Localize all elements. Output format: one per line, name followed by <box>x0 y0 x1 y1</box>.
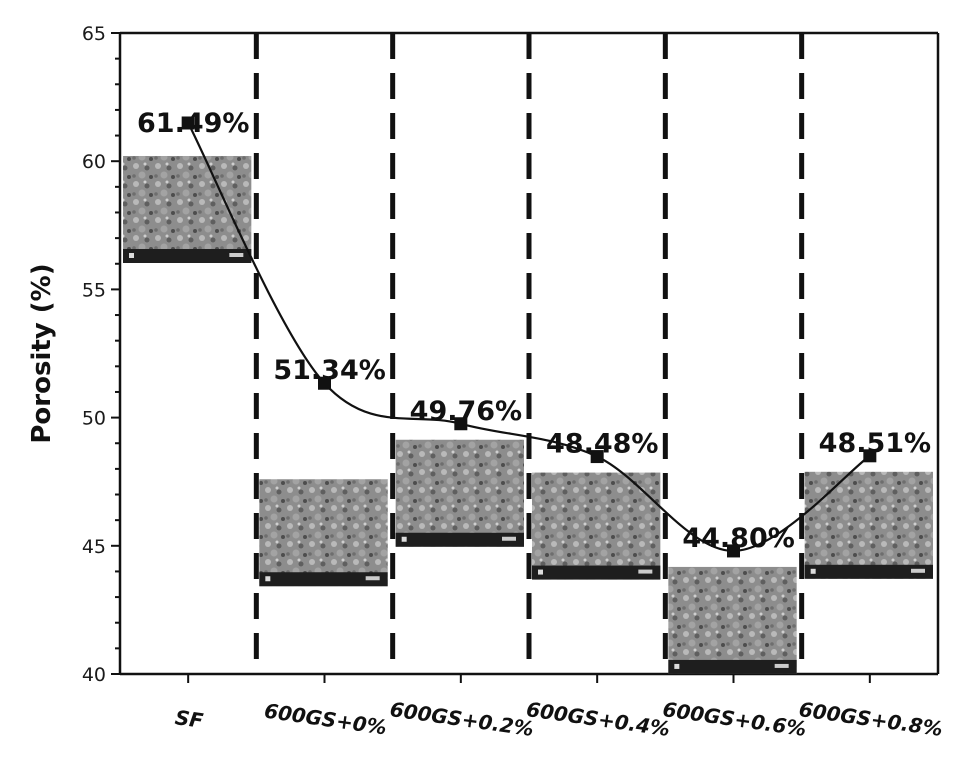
y-tick-label: 45 <box>82 536 106 558</box>
sem-info-bar <box>804 564 933 579</box>
y-tick-label: 60 <box>82 151 106 173</box>
sem-info-bar <box>259 572 388 587</box>
sem-scale-bar <box>638 569 653 574</box>
sem-scale-bar <box>911 568 925 573</box>
sem-image-body <box>668 566 797 674</box>
data-point <box>727 544 740 558</box>
data-point <box>318 376 331 390</box>
sem-inset-image <box>123 155 252 263</box>
sem-scale-mark <box>401 536 407 542</box>
y-tick-label: 40 <box>82 664 106 686</box>
sem-info-bar <box>532 565 661 580</box>
data-point <box>863 449 877 463</box>
sem-scale-mark <box>674 663 680 669</box>
y-tick-label: 55 <box>82 279 106 301</box>
sem-scale-mark <box>810 568 816 574</box>
sem-info-bar <box>123 248 252 263</box>
sem-inset-image <box>259 479 388 587</box>
x-tick-label: 600GS+0.6% <box>661 697 808 741</box>
data-point <box>454 417 468 431</box>
sem-image-body <box>532 472 661 580</box>
sem-scale-mark <box>265 576 271 582</box>
x-tick-label: SF <box>174 705 205 733</box>
sem-image-body <box>804 471 933 579</box>
data-point <box>590 450 604 464</box>
sem-info-bar <box>395 532 524 547</box>
sem-inset-image <box>804 471 933 579</box>
sem-inset-image <box>668 566 797 674</box>
sem-scale-bar <box>365 576 380 581</box>
sem-scale-mark <box>538 569 543 575</box>
sem-info-bar <box>668 659 797 674</box>
sem-scale-bar <box>502 536 516 541</box>
sem-scale-mark <box>129 252 134 258</box>
sem-image-body <box>259 479 388 587</box>
y-tick-label: 65 <box>82 23 106 45</box>
sem-scale-bar <box>229 252 244 257</box>
sem-scale-bar <box>774 663 789 668</box>
sem-inset-image <box>532 472 661 580</box>
sem-inset-image <box>395 439 524 547</box>
x-tick-label: 600GS+0.8% <box>797 697 944 741</box>
y-tick-label: 50 <box>82 408 106 430</box>
sem-image-body <box>395 439 524 547</box>
y-axis-title: Porosity (%) <box>27 263 57 443</box>
x-tick-label: 600GS+0.4% <box>525 697 672 741</box>
sem-image-body <box>123 155 252 263</box>
x-tick-label: 600GS+0% <box>263 699 388 740</box>
data-point <box>181 116 195 130</box>
x-tick-label: 600GS+0.2% <box>388 697 535 741</box>
series-line <box>187 122 871 553</box>
